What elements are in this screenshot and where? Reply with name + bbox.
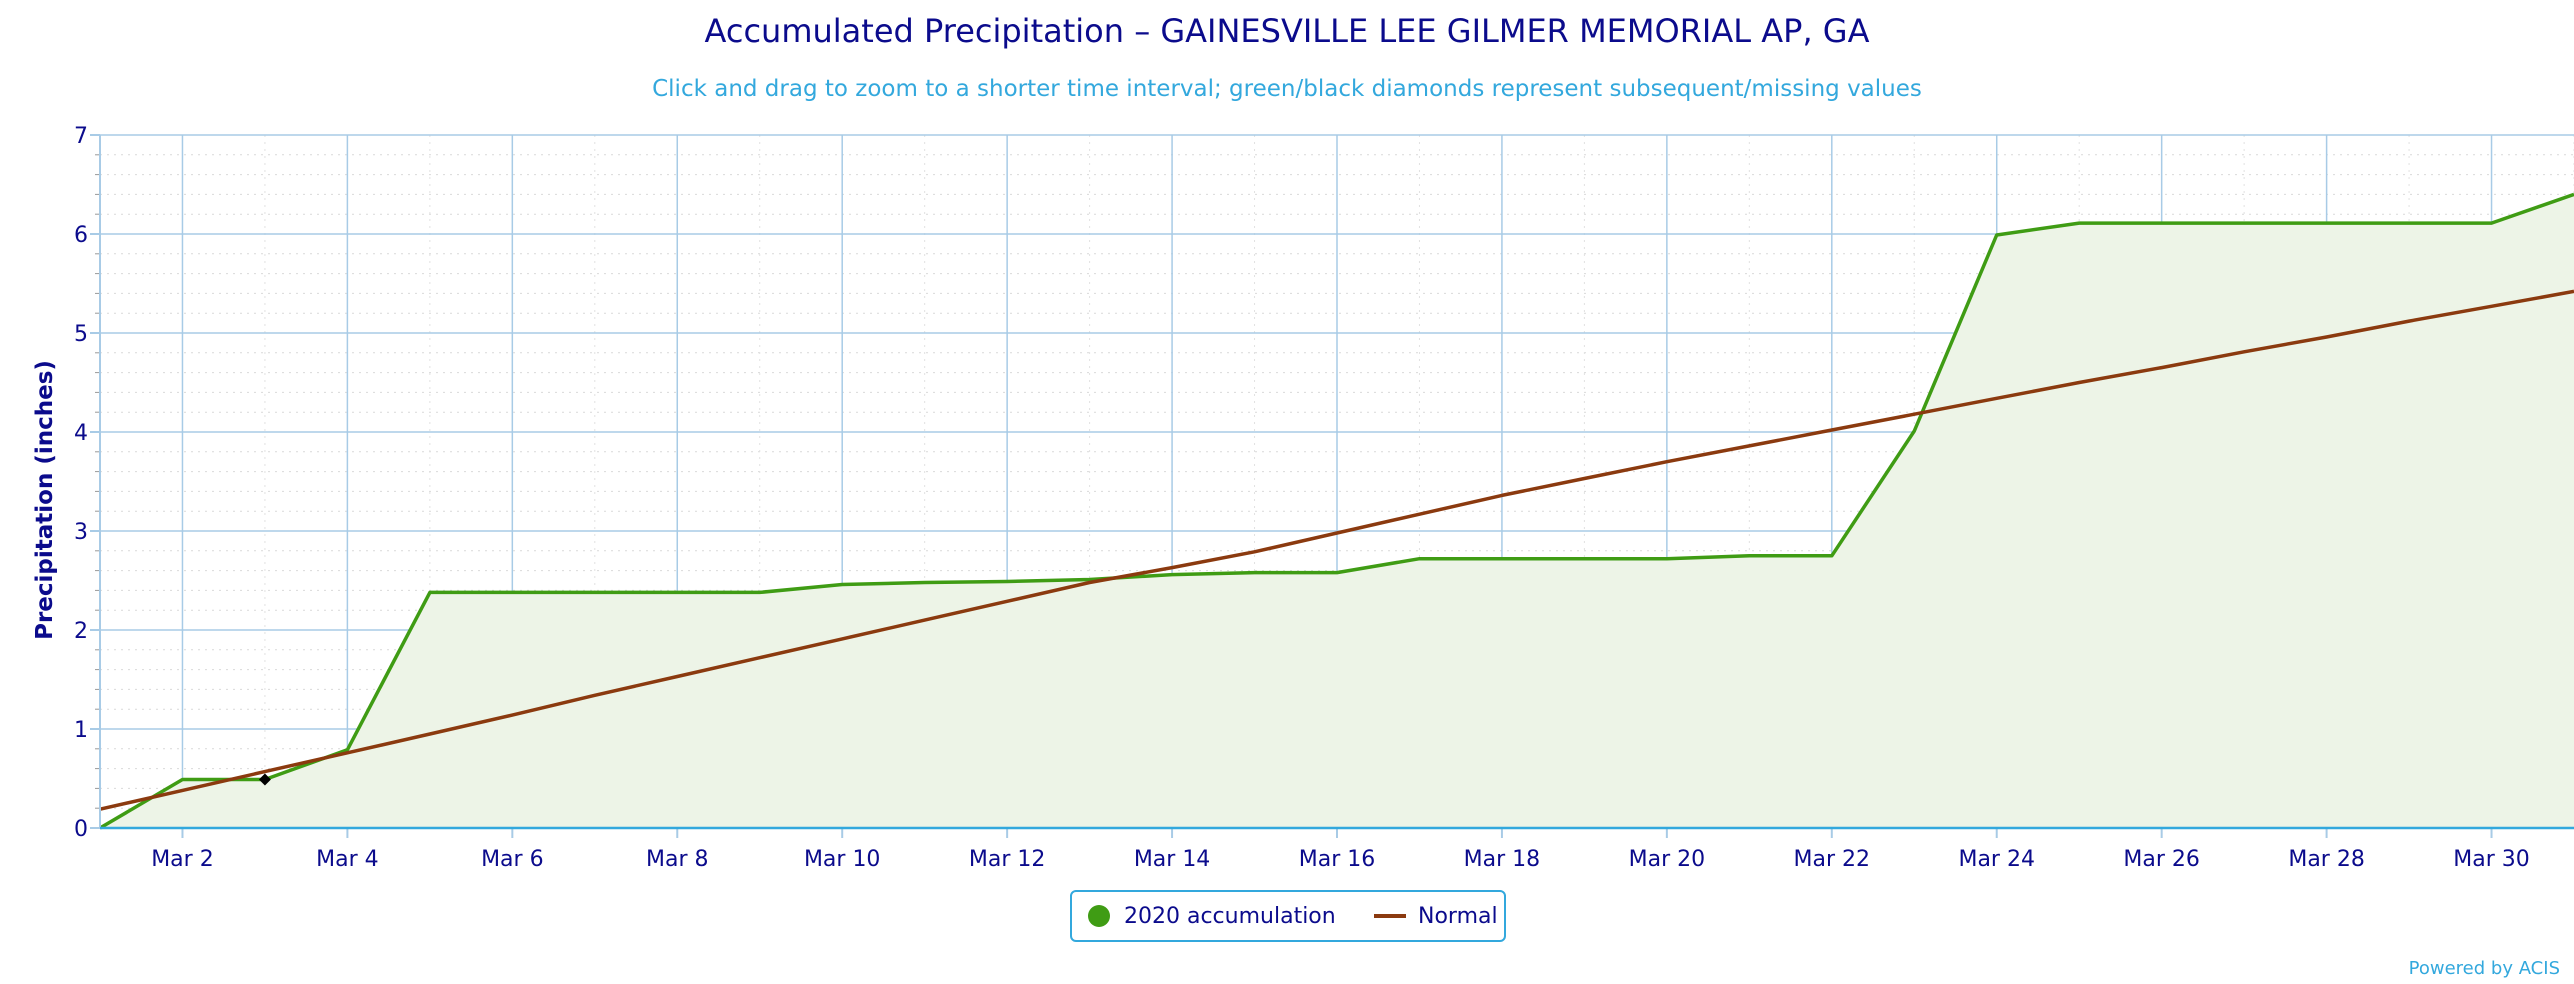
x-tick-label: Mar 16: [1299, 847, 1376, 872]
x-tick-label: Mar 12: [969, 847, 1046, 872]
x-tick-label: Mar 24: [1958, 847, 2035, 872]
x-tick-label: Mar 26: [2123, 847, 2200, 872]
series-line-accumulation: [99, 192, 2574, 830]
y-tick-label: 0: [74, 817, 88, 842]
area-layer: [100, 194, 2574, 828]
legend: 2020 accumulation Normal: [1070, 890, 1506, 942]
axis-layer: 0 1 2 3 4 5 6 7 Mar 2 Mar 4 Mar 6 Mar 8 Mar 10 Mar 12…: [74, 124, 2574, 872]
legend-item-normal[interactable]: Normal: [1374, 892, 1498, 940]
x-tick-label: Mar 8: [646, 847, 709, 872]
missing-value-marker: [258, 773, 271, 786]
x-tick-label: Mar 28: [2288, 847, 2365, 872]
x-tick-label: Mar 30: [2453, 847, 2530, 872]
y-tick-label: 2: [74, 619, 88, 644]
x-tick-label: Mar 20: [1629, 847, 1706, 872]
y-tick-label: 7: [74, 124, 88, 149]
legend-label-accumulation: 2020 accumulation: [1124, 903, 1336, 929]
chart-subtitle: Click and drag to zoom to a shorter time…: [652, 76, 1922, 102]
accumulation-legend-marker: [1088, 905, 1110, 927]
normal-legend-marker: [1374, 914, 1406, 918]
x-tick-label: Mar 22: [1794, 847, 1871, 872]
x-tick-label: Mar 10: [804, 847, 881, 872]
credits-link[interactable]: Powered by ACIS: [2408, 958, 2560, 979]
series-line-normal: [99, 289, 2574, 811]
x-tick-label: Mar 2: [151, 847, 214, 872]
y-tick-label: 6: [74, 223, 88, 248]
y-tick-label: 4: [74, 421, 88, 446]
y-tick-label: 1: [74, 718, 88, 743]
legend-item-accumulation[interactable]: 2020 accumulation: [1088, 892, 1336, 940]
x-tick-label: Mar 4: [316, 847, 379, 872]
y-tick-label: 3: [74, 520, 88, 545]
y-axis-label: Precipitation (inches): [32, 360, 58, 640]
accumulation-area: [100, 194, 2574, 828]
line-layer: [99, 192, 2574, 830]
marker-layer: [258, 773, 271, 786]
legend-label-normal: Normal: [1418, 903, 1498, 929]
x-tick-label: Mar 14: [1134, 847, 1211, 872]
x-tick-label: Mar 6: [481, 847, 544, 872]
x-tick-label: Mar 18: [1464, 847, 1541, 872]
y-tick-label: 5: [74, 322, 88, 347]
chart-title: Accumulated Precipitation – GAINESVILLE …: [704, 12, 1870, 50]
